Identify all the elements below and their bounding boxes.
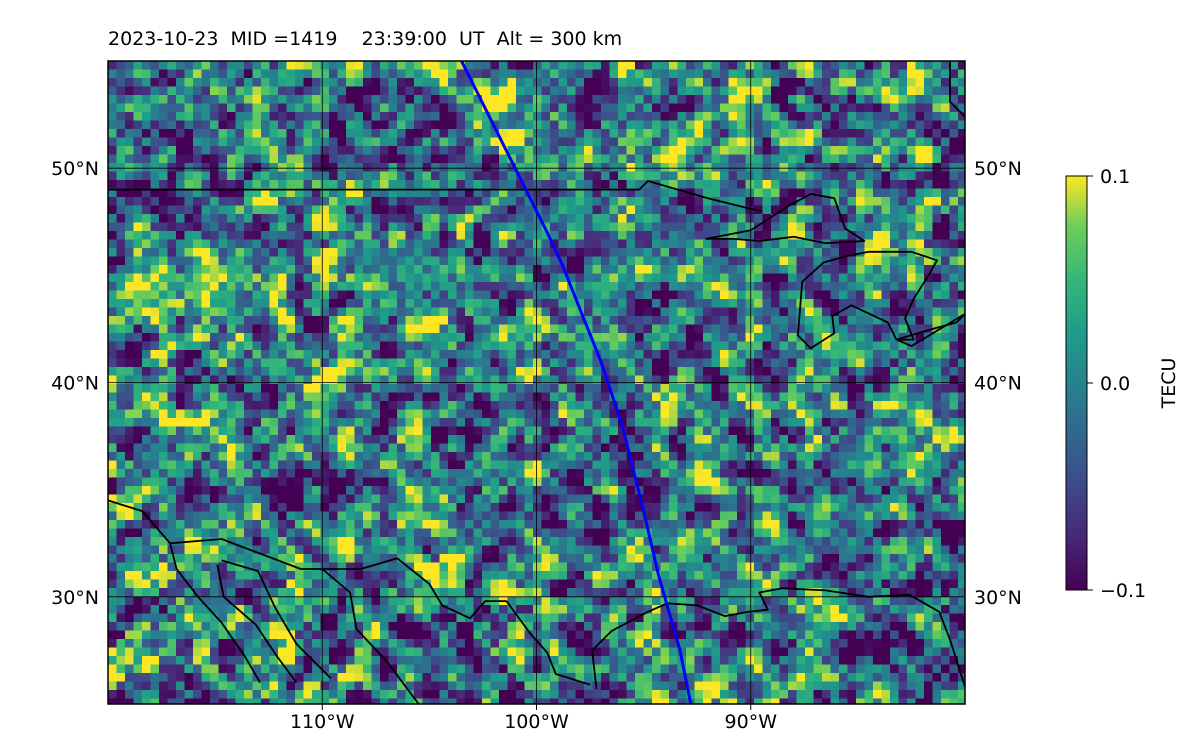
mexico-border — [170, 538, 591, 686]
map-grid — [108, 61, 965, 704]
us-canada-border — [108, 180, 762, 212]
lon-tick-label: 90°W — [725, 711, 778, 733]
satellite-track-line — [460, 61, 693, 704]
colorbar-tick-label: 0.0 — [1100, 373, 1130, 395]
tec-field — [108, 61, 965, 704]
baja-gulf-shore — [216, 564, 298, 684]
lake-michigan-huron — [797, 250, 938, 350]
colorbar-label: TECU — [1158, 358, 1180, 410]
satellite-track — [460, 61, 693, 704]
lat-tick-label-left: 30°N — [51, 587, 99, 609]
lake-superior — [705, 192, 866, 245]
hudson-bay-coast — [949, 61, 965, 118]
colorbar: 0.1 0.0 −0.1 TECU — [1065, 166, 1180, 602]
lake-erie-ontario — [896, 312, 965, 348]
lon-tick-label: 110°W — [290, 711, 355, 733]
colorbar-gradient — [1065, 175, 1088, 591]
gulf-coast — [591, 587, 965, 690]
coastlines-borders — [108, 61, 965, 704]
lat-tick-label-right: 30°N — [974, 587, 1022, 609]
lat-tick-label-left: 40°N — [51, 373, 99, 395]
lon-tick-label: 100°W — [504, 711, 569, 733]
lat-tick-label-right: 50°N — [974, 158, 1022, 180]
colorbar-tick-label: 0.1 — [1100, 166, 1130, 188]
plot-title: 2023-10-23 MID =1419 23:39:00 UT Alt = 3… — [108, 28, 623, 50]
mexico-inland-line — [321, 568, 420, 704]
gulf-of-california-east — [221, 559, 332, 679]
colorbar-ticks: 0.1 0.0 −0.1 — [1087, 166, 1146, 602]
colorbar-tick-label: −0.1 — [1100, 580, 1146, 602]
lat-tick-label-left: 50°N — [51, 158, 99, 180]
map-axes: 110°W 100°W 90°W 30°N 30°N 40°N 40°N 50°N 50°N — [51, 158, 1022, 733]
lat-tick-label-right: 40°N — [974, 373, 1022, 395]
pacific-coast — [108, 499, 261, 684]
